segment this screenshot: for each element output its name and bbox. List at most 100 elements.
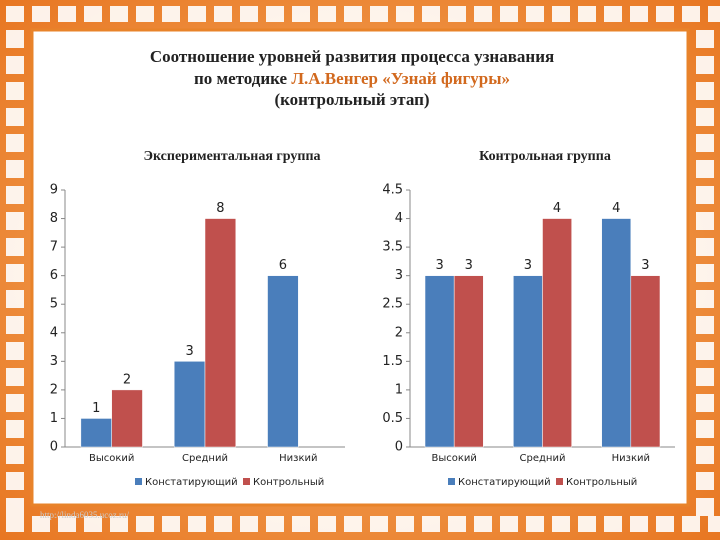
bar (267, 275, 299, 448)
border-square (696, 108, 714, 126)
border-square (6, 498, 24, 516)
bar (80, 418, 112, 448)
border-square (6, 368, 24, 386)
y-tick-label: 3 (50, 354, 58, 369)
border-square (422, 6, 440, 22)
border-square (474, 6, 492, 22)
border-square (696, 82, 714, 100)
data-label: 4 (612, 201, 620, 216)
border-square (630, 516, 648, 532)
border-square (604, 6, 622, 22)
border-square (6, 420, 24, 438)
y-tick-label: 7 (50, 240, 58, 255)
border-square (240, 516, 258, 532)
border-square (656, 516, 674, 532)
data-label: 3 (435, 258, 443, 273)
border-square (162, 6, 180, 22)
bar (630, 275, 661, 448)
border-square (84, 6, 102, 22)
data-label: 3 (524, 258, 532, 273)
border-square (6, 30, 24, 48)
border-square (656, 6, 674, 22)
border-square (6, 264, 24, 282)
border-square (696, 134, 714, 152)
border-square (696, 212, 714, 230)
y-tick-label: 4 (395, 211, 403, 226)
border-square (6, 516, 24, 532)
data-label: 3 (185, 344, 193, 359)
y-tick-label: 2.5 (382, 297, 403, 312)
data-label: 3 (641, 258, 649, 273)
border-square (682, 516, 700, 532)
data-label: 8 (216, 201, 224, 216)
border-square (84, 516, 102, 532)
border-square (58, 6, 76, 22)
border-square (526, 516, 544, 532)
y-tick-label: 4.5 (382, 183, 403, 198)
legend-swatch (448, 478, 455, 485)
y-tick-label: 8 (50, 211, 58, 226)
title-line: (контрольный этап) (274, 90, 429, 109)
border-square (500, 516, 518, 532)
data-label: 4 (553, 201, 561, 216)
bar (513, 275, 543, 448)
bar (453, 275, 484, 448)
border-square (6, 82, 24, 100)
border-square (188, 6, 206, 22)
border-square (396, 6, 414, 22)
border-square (396, 516, 414, 532)
border-square (6, 212, 24, 230)
border-square (6, 134, 24, 152)
y-tick-label: 6 (50, 268, 58, 283)
border-square (292, 6, 310, 22)
title-part: по методике (194, 69, 291, 88)
legend-swatch (556, 478, 563, 485)
border-square (696, 394, 714, 412)
x-tick-label: Высокий (89, 453, 134, 464)
data-label: 2 (123, 372, 131, 387)
border-square (32, 516, 50, 532)
border-square (708, 516, 720, 532)
border-square (32, 6, 50, 22)
bar (601, 218, 632, 448)
border-square (696, 316, 714, 334)
border-square (6, 394, 24, 412)
title-line: Соотношение уровней развития процесса уз… (150, 47, 554, 66)
x-tick-label: Низкий (279, 453, 317, 464)
border-square (6, 160, 24, 178)
y-tick-label: 1.5 (382, 354, 403, 369)
border-square (6, 238, 24, 256)
border-square (214, 6, 232, 22)
x-tick-label: Средний (182, 453, 228, 464)
border-square (6, 290, 24, 308)
border-square (422, 516, 440, 532)
bar (173, 361, 206, 448)
y-tick-label: 4 (50, 325, 58, 340)
border-square (578, 516, 596, 532)
border-square (344, 6, 362, 22)
border-square (58, 516, 76, 532)
bar (204, 218, 237, 448)
border-square (318, 6, 336, 22)
border-square (696, 498, 714, 516)
border-square (696, 368, 714, 386)
data-label: 6 (279, 258, 287, 273)
border-square (696, 56, 714, 74)
legend-swatch (243, 478, 250, 485)
border-square (682, 6, 700, 22)
border-square (696, 342, 714, 360)
x-tick-label: Низкий (612, 453, 650, 464)
border-square (6, 316, 24, 334)
border-square (136, 516, 154, 532)
border-square (696, 420, 714, 438)
border-square (6, 108, 24, 126)
y-tick-label: 1 (395, 382, 403, 397)
content-panel (30, 28, 690, 507)
legend-swatch (135, 478, 142, 485)
border-square (6, 56, 24, 74)
data-label: 1 (92, 401, 100, 416)
border-square (696, 186, 714, 204)
legend-label: Контрольный (566, 477, 637, 488)
y-tick-label: 5 (50, 297, 58, 312)
border-square (110, 516, 128, 532)
